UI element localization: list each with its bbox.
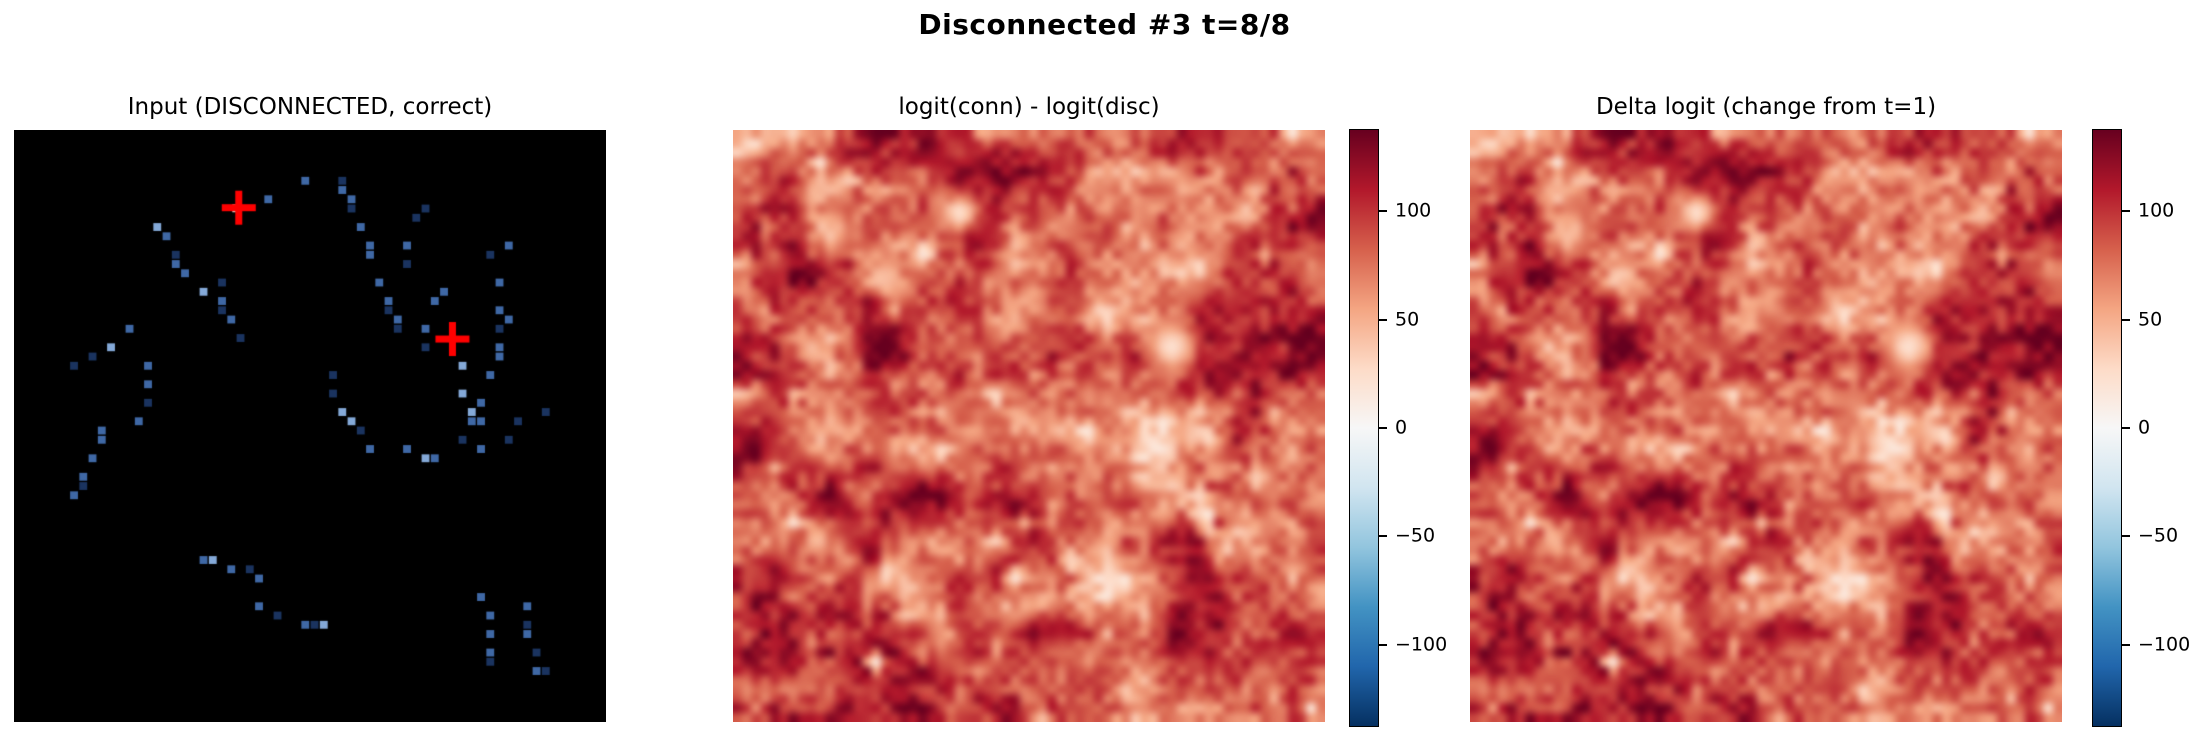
panel-title-input: Input (DISCONNECTED, correct) <box>127 94 493 120</box>
colorbar-tick <box>2122 318 2130 321</box>
colorbar-logit-diff: 100 50 0 −50 −100 <box>1349 129 1459 727</box>
logit-diff-heatmap <box>733 130 1325 722</box>
input-grid-image <box>14 130 606 722</box>
colorbar-tick <box>2122 210 2130 213</box>
colorbar-tick <box>1379 643 1387 646</box>
figure-title: Disconnected #3 t=8/8 <box>918 8 1291 41</box>
colorbar-delta-logit: 100 50 0 −50 −100 <box>2092 129 2202 727</box>
colorbar-gradient <box>1349 129 1379 727</box>
colorbar-tick-label: 0 <box>2138 416 2151 439</box>
delta-logit-heatmap <box>1470 130 2062 722</box>
colorbar-tick-label: 0 <box>1395 416 1408 439</box>
panel-title-delta-logit: Delta logit (change from t=1) <box>1595 94 1937 120</box>
colorbar-gradient <box>2092 129 2122 727</box>
colorbar-tick <box>2122 427 2130 429</box>
colorbar-tick-label: −50 <box>1395 524 1436 547</box>
colorbar-tick-label: 50 <box>2138 308 2163 331</box>
colorbar-tick <box>1379 210 1387 213</box>
colorbar-tick-label: −100 <box>2138 633 2191 656</box>
colorbar-tick-label: 50 <box>1395 308 1420 331</box>
colorbar-tick-label: 100 <box>1395 199 1432 222</box>
colorbar-tick <box>2122 643 2130 646</box>
colorbar-tick-label: 100 <box>2138 199 2175 222</box>
colorbar-tick-label: −50 <box>2138 524 2179 547</box>
panel-title-logit-diff: logit(conn) - logit(disc) <box>898 94 1160 120</box>
colorbar-tick-label: −100 <box>1395 633 1448 656</box>
colorbar-tick <box>1379 427 1387 429</box>
colorbar-tick <box>2122 535 2130 538</box>
colorbar-tick <box>1379 318 1387 321</box>
colorbar-tick <box>1379 535 1387 538</box>
